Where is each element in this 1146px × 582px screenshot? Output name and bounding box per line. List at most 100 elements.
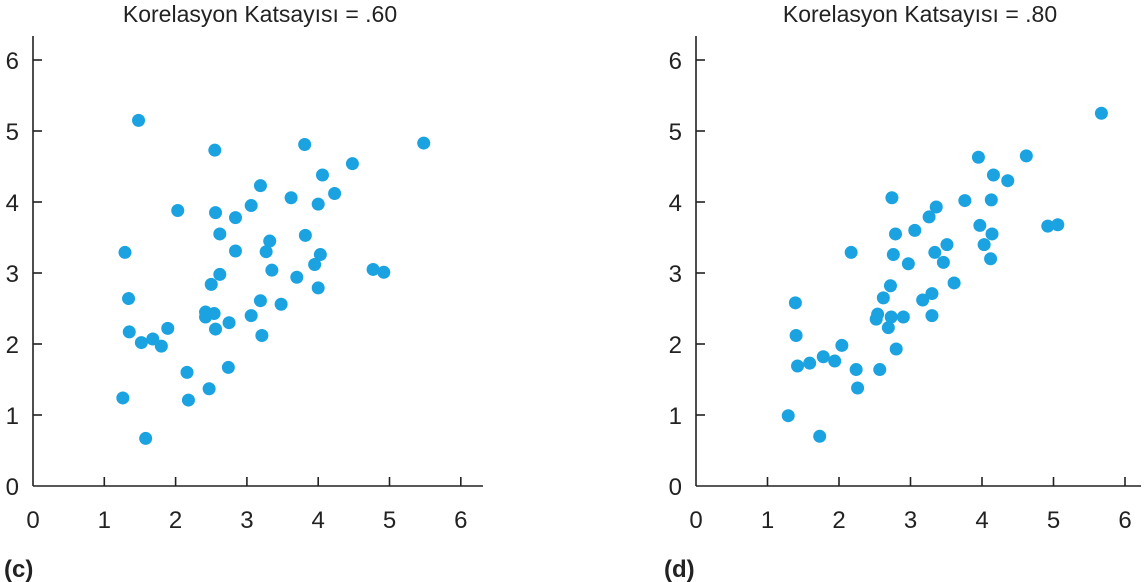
y-tick-label: 3: [6, 261, 19, 288]
panel-label: (d): [664, 556, 695, 582]
x-tick-label: 6: [1118, 507, 1131, 534]
scatter-point: [253, 294, 267, 308]
scatter-point: [308, 257, 322, 271]
scatter-point: [313, 248, 327, 262]
y-tick-label: 2: [6, 332, 19, 359]
y-tick-label: 5: [6, 119, 19, 146]
scatter-point: [207, 306, 221, 320]
x-tick-label: 5: [383, 507, 396, 534]
scatter-point: [132, 113, 146, 127]
y-tick-label: 4: [6, 190, 19, 217]
scatter-point: [844, 245, 858, 259]
scatter-point: [883, 279, 897, 293]
scatter-point: [789, 328, 803, 342]
scatter-point: [328, 186, 342, 200]
x-tick-label: 2: [832, 507, 845, 534]
scatter-point: [134, 336, 148, 350]
scatter-point: [889, 342, 903, 356]
scatter-point: [154, 339, 168, 353]
scatter-point: [122, 292, 136, 306]
x-tick-label: 1: [761, 507, 774, 534]
scatter-point: [916, 293, 930, 307]
scatter-point: [884, 310, 898, 324]
scatter-point: [835, 338, 849, 352]
x-tick-label: 4: [975, 507, 988, 534]
scatter-point: [928, 245, 942, 259]
scatter-point: [171, 204, 185, 218]
scatter-point: [1019, 149, 1033, 163]
scatter-point: [284, 191, 298, 205]
scatter-point: [813, 429, 827, 443]
scatter-point: [881, 321, 895, 335]
scatter-point: [985, 227, 999, 241]
y-tick-label: 6: [6, 48, 19, 75]
scatter-point: [1051, 218, 1065, 232]
scatter-point: [222, 316, 236, 330]
scatter-point: [122, 325, 136, 339]
scatter-point: [180, 365, 194, 379]
scatter-point: [977, 238, 991, 252]
scatter-point: [146, 332, 160, 346]
scatter-point: [1041, 219, 1055, 233]
y-tick-label: 1: [669, 403, 682, 430]
scatter-point: [228, 211, 242, 225]
scatter-panel-d: Korelasyon Katsayısı = .80 0 1 2 3 4 5 6 0 1 2 3 4 5 6…: [664, 1, 1141, 582]
scatter-point: [925, 309, 939, 323]
scatter-point: [788, 296, 802, 310]
scatter-point: [803, 356, 817, 370]
y-tick-label: 3: [669, 261, 682, 288]
scatter-point: [958, 194, 972, 208]
scatter-point: [781, 409, 795, 423]
scatter-point: [886, 248, 900, 262]
scatter-point: [971, 150, 985, 164]
scatter-point: [221, 360, 235, 374]
x-tick-label: 3: [240, 507, 253, 534]
scatter-point: [973, 218, 987, 232]
scatter-point: [873, 363, 887, 377]
x-tick-label: 0: [26, 507, 39, 534]
scatter-point: [118, 245, 132, 259]
scatter-point: [849, 363, 863, 377]
scatter-point: [885, 191, 899, 205]
y-tick-label: 6: [669, 48, 682, 75]
scatter-point: [181, 393, 195, 407]
x-tick-label: 6: [454, 507, 467, 534]
x-tick-label: 0: [689, 507, 702, 534]
scatter-point: [298, 228, 312, 242]
scatter-point: [161, 321, 175, 335]
scatter-point: [1001, 174, 1015, 188]
scatter-point: [290, 270, 304, 284]
y-tick-label: 2: [669, 332, 682, 359]
y-tick-label: 4: [669, 190, 682, 217]
scatter-point: [209, 206, 223, 220]
scatter-point: [896, 310, 910, 324]
y-tick-label: 1: [6, 403, 19, 430]
x-tick-label: 5: [1047, 507, 1060, 534]
x-tick-label: 1: [98, 507, 111, 534]
scatter-point: [228, 244, 242, 258]
scatter-point: [265, 263, 279, 277]
scatter-point: [244, 309, 258, 323]
scatter-point: [263, 234, 277, 248]
scatter-point: [922, 210, 936, 224]
scatter-point: [984, 193, 998, 207]
scatter-point: [936, 255, 950, 269]
scatter-point: [208, 143, 222, 157]
scatter-point: [315, 168, 329, 182]
x-tick-label: 2: [169, 507, 182, 534]
scatter-point: [274, 297, 288, 311]
scatter-point: [984, 252, 998, 266]
scatter-point: [908, 223, 922, 237]
scatter-point: [828, 354, 842, 368]
scatter-point: [204, 277, 218, 291]
scatter-point: [253, 179, 267, 193]
scatter-point: [213, 267, 227, 281]
y-tick-label: 0: [669, 474, 682, 501]
scatter-point: [925, 287, 939, 301]
scatter-point: [851, 381, 865, 395]
scatter-point: [116, 391, 130, 405]
scatter-point: [888, 227, 902, 241]
scatter-panel-c: Korelasyon Katsayısı = .60 0 1 2 3 4 5 6 0 1 2 3 4 5 6…: [4, 1, 483, 582]
x-tick-label: 4: [312, 507, 325, 534]
